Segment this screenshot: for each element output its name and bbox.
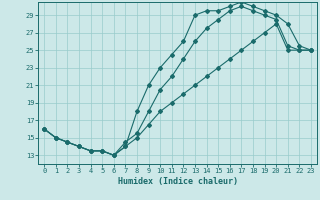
X-axis label: Humidex (Indice chaleur): Humidex (Indice chaleur) [118, 177, 238, 186]
